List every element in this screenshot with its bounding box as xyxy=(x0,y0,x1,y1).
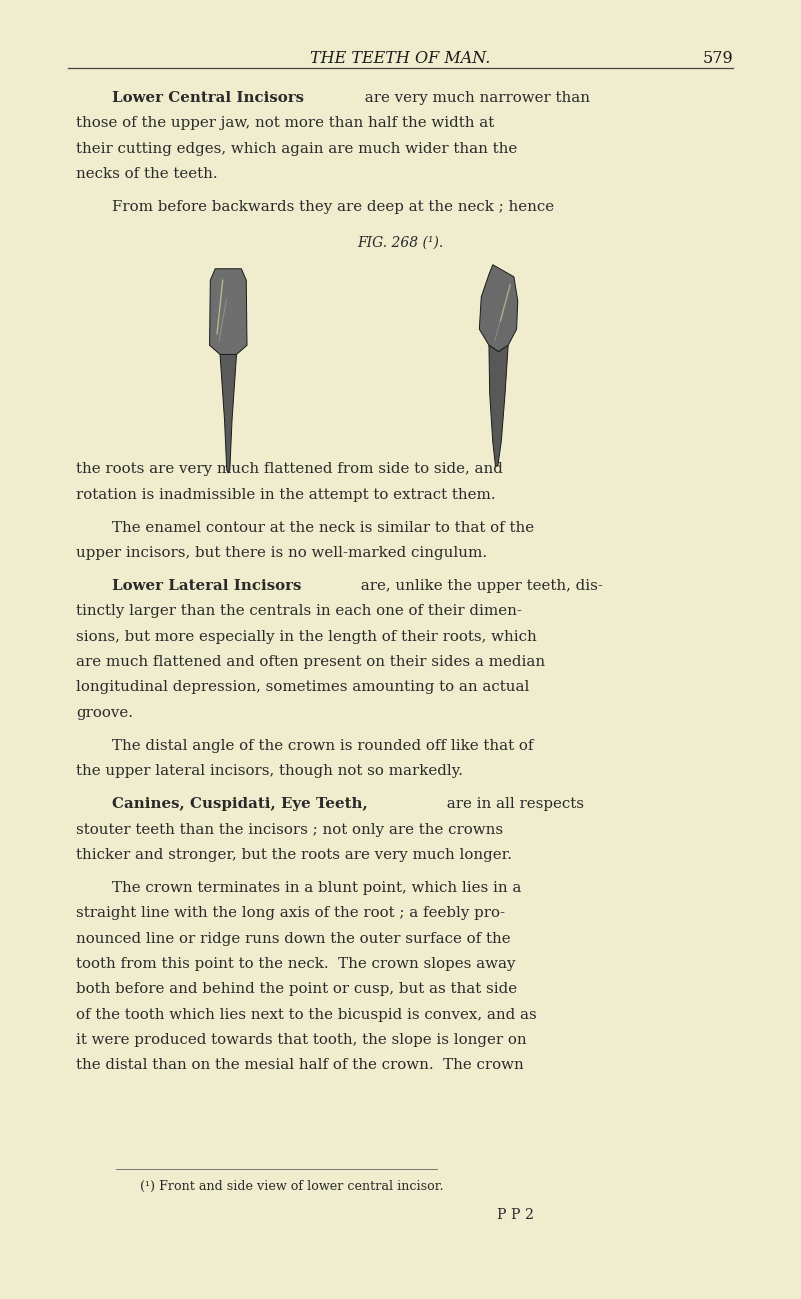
Text: their cutting edges, which again are much wider than the: their cutting edges, which again are muc… xyxy=(76,142,517,156)
Text: those of the upper jaw, not more than half the width at: those of the upper jaw, not more than ha… xyxy=(76,117,494,130)
Text: From before backwards they are deep at the neck ; hence: From before backwards they are deep at t… xyxy=(112,200,554,214)
Text: stouter teeth than the incisors ; not only are the crowns: stouter teeth than the incisors ; not on… xyxy=(76,822,503,837)
Text: are in all respects: are in all respects xyxy=(442,798,584,812)
Text: rotation is inadmissible in the attempt to extract them.: rotation is inadmissible in the attempt … xyxy=(76,487,496,501)
Text: groove.: groove. xyxy=(76,705,133,720)
Text: The distal angle of the crown is rounded off like that of: The distal angle of the crown is rounded… xyxy=(112,739,533,753)
Text: are very much narrower than: are very much narrower than xyxy=(360,91,590,105)
Text: P P 2: P P 2 xyxy=(497,1208,533,1222)
Text: tooth from this point to the neck.  The crown slopes away: tooth from this point to the neck. The c… xyxy=(76,957,516,972)
Text: the distal than on the mesial half of the crown.  The crown: the distal than on the mesial half of th… xyxy=(76,1059,524,1073)
Text: nounced line or ridge runs down the outer surface of the: nounced line or ridge runs down the oute… xyxy=(76,931,511,946)
Text: sions, but more especially in the length of their roots, which: sions, but more especially in the length… xyxy=(76,630,537,644)
Polygon shape xyxy=(489,346,508,466)
Text: necks of the teeth.: necks of the teeth. xyxy=(76,166,218,181)
Text: upper incisors, but there is no well-marked cingulum.: upper incisors, but there is no well-mar… xyxy=(76,546,487,560)
Text: longitudinal depression, sometimes amounting to an actual: longitudinal depression, sometimes amoun… xyxy=(76,681,529,695)
Text: The crown terminates in a blunt point, which lies in a: The crown terminates in a blunt point, w… xyxy=(112,881,521,895)
Text: Lower Central Incisors: Lower Central Incisors xyxy=(112,91,304,105)
Text: tinctly larger than the centrals in each one of their dimen-: tinctly larger than the centrals in each… xyxy=(76,604,522,618)
Text: of the tooth which lies next to the bicuspid is convex, and as: of the tooth which lies next to the bicu… xyxy=(76,1008,537,1022)
Text: the roots are very much flattened from side to side, and: the roots are very much flattened from s… xyxy=(76,462,503,477)
Polygon shape xyxy=(479,265,517,352)
Text: the upper lateral incisors, though not so markedly.: the upper lateral incisors, though not s… xyxy=(76,764,463,778)
Text: both before and behind the point or cusp, but as that side: both before and behind the point or cusp… xyxy=(76,982,517,996)
Text: 579: 579 xyxy=(702,49,733,68)
Text: The enamel contour at the neck is similar to that of the: The enamel contour at the neck is simila… xyxy=(112,521,534,535)
Text: are, unlike the upper teeth, dis-: are, unlike the upper teeth, dis- xyxy=(356,579,603,594)
Text: Lower Lateral Incisors: Lower Lateral Incisors xyxy=(112,579,301,594)
Polygon shape xyxy=(210,269,247,355)
Text: Canines, Cuspidati, Eye Teeth,: Canines, Cuspidati, Eye Teeth, xyxy=(112,798,368,812)
Text: are much flattened and often present on their sides a median: are much flattened and often present on … xyxy=(76,655,545,669)
Text: thicker and stronger, but the roots are very much longer.: thicker and stronger, but the roots are … xyxy=(76,848,512,863)
Text: it were produced towards that tooth, the slope is longer on: it were produced towards that tooth, the… xyxy=(76,1033,527,1047)
Polygon shape xyxy=(220,355,236,473)
Text: FIG. 268 (¹).: FIG. 268 (¹). xyxy=(357,235,444,249)
Text: (¹) Front and side view of lower central incisor.: (¹) Front and side view of lower central… xyxy=(140,1179,444,1192)
Text: straight line with the long axis of the root ; a feebly pro-: straight line with the long axis of the … xyxy=(76,907,505,921)
Text: THE TEETH OF MAN.: THE TEETH OF MAN. xyxy=(310,49,491,68)
